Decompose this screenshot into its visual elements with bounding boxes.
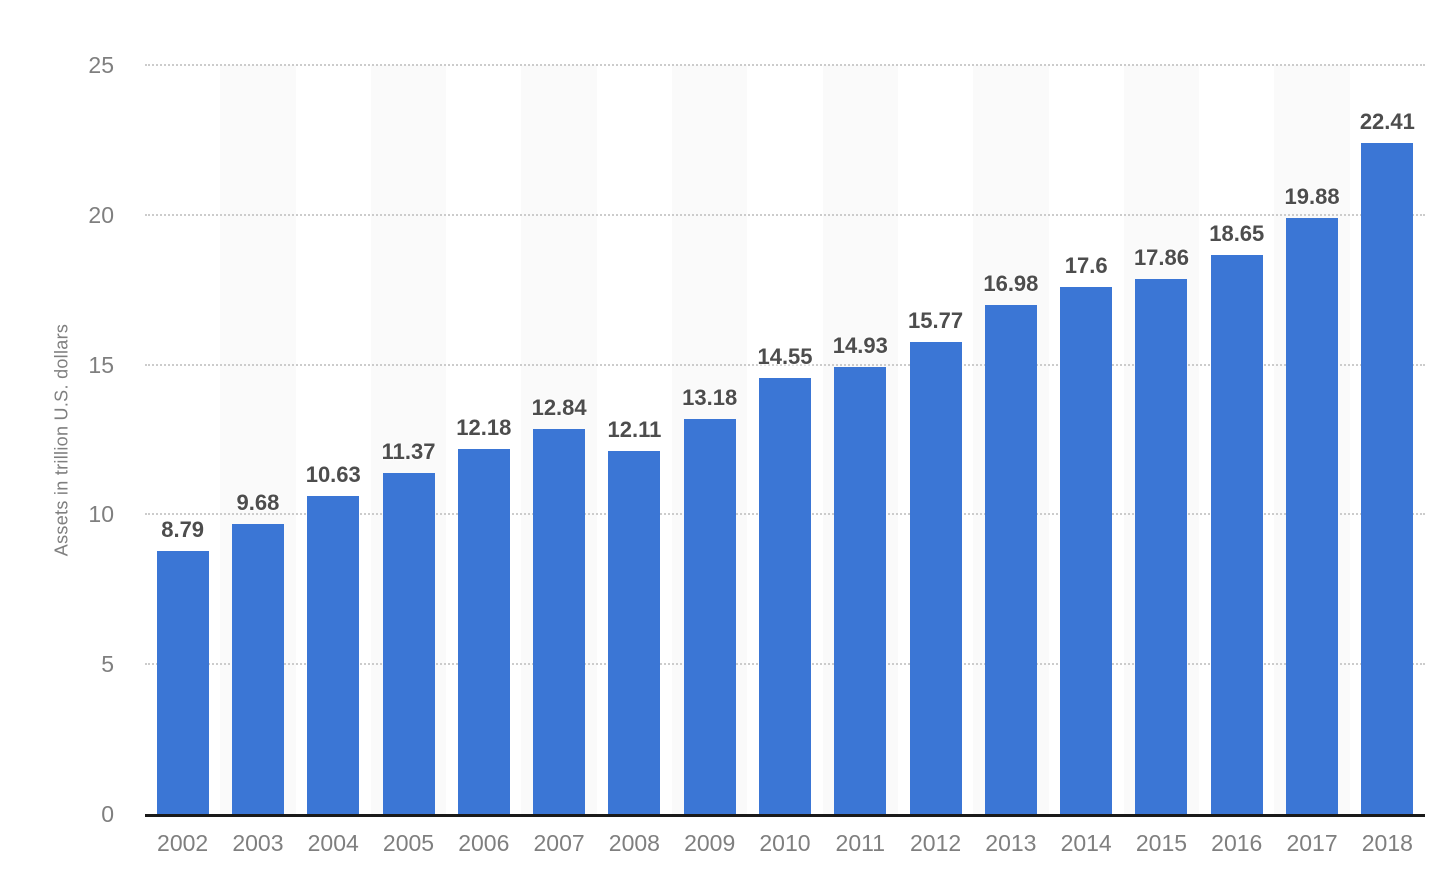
- bar: [1060, 286, 1113, 814]
- bar: [231, 524, 284, 814]
- y-axis-tick-label: 20: [88, 201, 114, 228]
- bar-value-label: 9.68: [236, 490, 280, 515]
- x-axis-tick-label: 2011: [835, 830, 886, 856]
- bar: [683, 419, 736, 814]
- bar-value-label: 17.6: [1064, 252, 1108, 278]
- y-axis-tick-label: 0: [101, 801, 114, 827]
- bar: [1210, 255, 1263, 814]
- x-axis-tick-label: 2018: [1361, 830, 1413, 856]
- bar-value-label: 22.41: [1359, 108, 1415, 134]
- x-axis-tick-label: 2004: [307, 830, 359, 856]
- x-axis-tick-label: 2017: [1286, 830, 1338, 856]
- x-axis-tick-label: 2002: [157, 830, 209, 856]
- bar: [1361, 142, 1414, 814]
- bar: [382, 473, 435, 814]
- bar: [1286, 218, 1339, 814]
- x-axis-tick-label: 2009: [684, 830, 736, 856]
- x-axis-tick-label: 2008: [608, 830, 660, 856]
- x-axis-tick-label: 2006: [458, 830, 510, 856]
- bar-value-label: 13.18: [682, 385, 738, 411]
- bar: [307, 495, 360, 814]
- bar: [533, 429, 586, 814]
- bar: [608, 451, 661, 814]
- gridline: [145, 363, 1425, 366]
- x-axis-tick-label: 2015: [1135, 830, 1188, 856]
- bar-value-label: 19.88: [1284, 184, 1340, 210]
- x-axis-line: [145, 814, 1425, 817]
- y-axis-tick-label: 25: [88, 52, 114, 78]
- y-axis-tick-label: 15: [88, 351, 114, 378]
- x-axis-tick-label: 2012: [909, 830, 962, 856]
- bar-value-label: 12.84: [531, 395, 587, 421]
- bar-value-label: 11.37: [381, 439, 436, 465]
- bar-value-label: 12.11: [607, 417, 662, 443]
- gridline: [145, 64, 1425, 66]
- y-axis-tick-label: 5: [101, 651, 114, 678]
- x-axis-tick-label: 2007: [533, 830, 585, 856]
- y-axis-tick-label: 10: [88, 501, 114, 528]
- bar: [156, 550, 209, 814]
- plot-area: 8.79 9.68 10.63 11.37 12.18 12.84 12.11 13.18 14…: [145, 64, 1425, 817]
- bar-value-label: 12.18: [456, 415, 512, 441]
- bar-value-label: 18.65: [1209, 221, 1265, 247]
- bar-value-label: 14.55: [757, 344, 813, 370]
- bar: [984, 305, 1037, 814]
- bar-value-label: 16.98: [983, 271, 1039, 297]
- bar: [1135, 278, 1188, 814]
- bar: [457, 449, 510, 814]
- x-axis-tick-label: 2010: [759, 830, 811, 856]
- x-axis-tick-label: 2013: [985, 830, 1037, 856]
- bar-value-label: 17.86: [1133, 244, 1189, 270]
- x-axis-tick-label: 2014: [1060, 830, 1112, 856]
- gridline: [145, 213, 1425, 216]
- bar-value-label: 15.77: [908, 307, 964, 333]
- x-axis-tick-label: 2003: [232, 830, 284, 856]
- bar-value-label: 10.63: [305, 461, 361, 487]
- x-axis-tick-label: 2016: [1211, 830, 1263, 856]
- bar-value-label: 8.79: [161, 516, 205, 542]
- x-axis-tick-label: 2005: [382, 830, 435, 856]
- bar-value-label: 14.93: [832, 332, 888, 358]
- bar: [759, 378, 811, 814]
- bar: [834, 366, 887, 814]
- bar: [909, 341, 962, 814]
